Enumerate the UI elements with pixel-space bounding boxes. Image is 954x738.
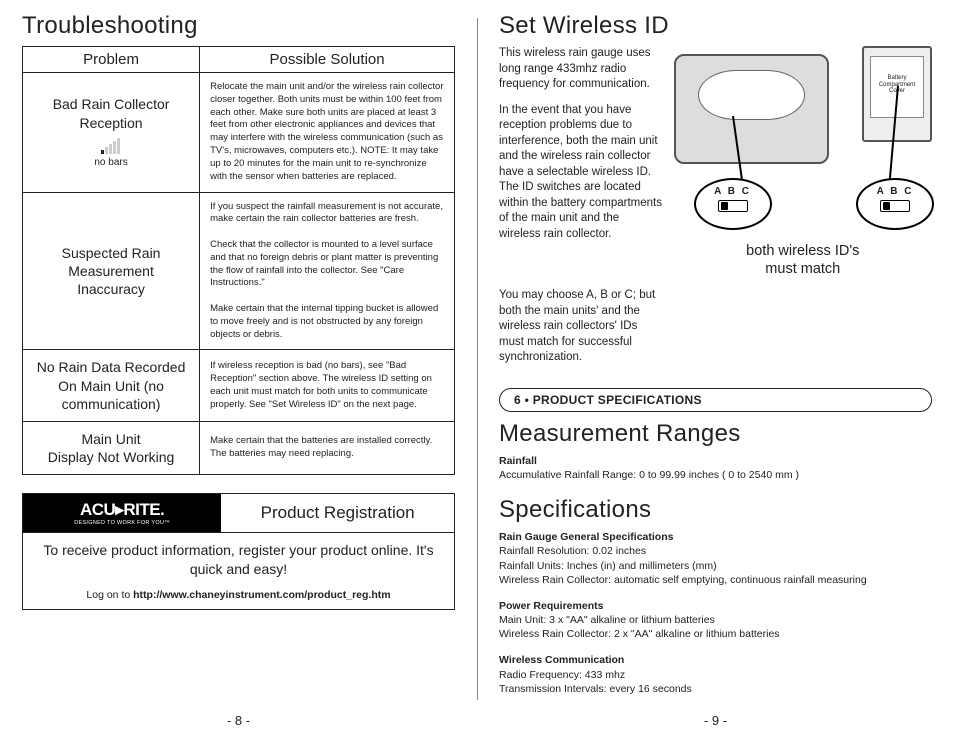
para3: You may choose A, B or C; but both the m… (499, 288, 664, 366)
troubleshooting-table: Problem Possible Solution Bad Rain Colle… (22, 46, 455, 475)
spec-block: Rain Gauge General Specifications Rainfa… (499, 530, 932, 587)
spec-title: Power Requirements (499, 600, 603, 612)
ranges-text: Accumulative Rainfall Range: 0 to 99.99 … (499, 469, 799, 481)
problem-cell: Bad Rain Collector Reception no bars (23, 73, 200, 193)
wireless-id-section: This wireless rain gauge uses long range… (499, 46, 932, 278)
specs-body: Rain Gauge General Specifications Rainfa… (499, 530, 932, 696)
para1: This wireless rain gauge uses long range… (499, 46, 664, 93)
acurite-logo: ACU▸RITE. DESIGNED TO WORK FOR YOU™ (23, 494, 221, 532)
url-text: http://www.chaneyinstrument.com/product_… (133, 589, 390, 601)
table-row: Suspected Rain Measurement Inaccuracy If… (23, 192, 455, 350)
page-number-right: - 9 - (477, 713, 954, 728)
registration-body: To receive product information, register… (23, 533, 454, 589)
switch-icon (718, 200, 748, 212)
abc-callout-main: A B C (694, 178, 772, 230)
ranges-label: Rainfall (499, 455, 537, 467)
device-diagram: Battery Compartment Cover A B C A B C bo… (674, 46, 932, 278)
match-note: both wireless ID's must match (674, 242, 932, 278)
signal-icon (101, 136, 121, 154)
page-left: Troubleshooting Problem Possible Solutio… (0, 0, 477, 738)
page-right: Set Wireless ID This wireless rain gauge… (477, 0, 954, 738)
col-solution: Possible Solution (200, 47, 455, 73)
para2: In the event that you have reception pro… (499, 103, 664, 243)
abc-label: A B C (858, 186, 932, 197)
abc-label: A B C (696, 186, 770, 197)
troubleshooting-heading: Troubleshooting (22, 12, 455, 40)
main-unit-icon (674, 54, 829, 164)
solution-cell: If wireless reception is bad (no bars), … (200, 350, 455, 422)
problem-text: Bad Rain Collector Reception (53, 96, 170, 130)
solution-cell: Make certain that the batteries are inst… (200, 422, 455, 475)
table-row: Main Unit Display Not Working Make certa… (23, 422, 455, 475)
wireless-id-heading: Set Wireless ID (499, 12, 932, 40)
wireless-text-col: This wireless rain gauge uses long range… (499, 46, 664, 278)
switch-icon (880, 200, 910, 212)
registration-url: Log on to http://www.chaneyinstrument.co… (23, 589, 454, 609)
problem-cell: No Rain Data Recorded On Main Unit (no c… (23, 350, 200, 422)
ranges-heading: Measurement Ranges (499, 420, 932, 448)
problem-cell: Main Unit Display Not Working (23, 422, 200, 475)
abc-callout-collector: A B C (856, 178, 934, 230)
problem-cell: Suspected Rain Measurement Inaccuracy (23, 192, 200, 350)
spec-title: Rain Gauge General Specifications (499, 531, 673, 543)
registration-header: ACU▸RITE. DESIGNED TO WORK FOR YOU™ Prod… (23, 494, 454, 533)
spec-lines: Rainfall Resolution: 0.02 inches Rainfal… (499, 545, 867, 585)
url-prefix: Log on to (86, 589, 133, 601)
spec-title: Wireless Communication (499, 654, 624, 666)
spec-block: Power Requirements Main Unit: 3 x "AA" a… (499, 599, 932, 642)
ranges-body: Rainfall Accumulative Rainfall Range: 0 … (499, 454, 932, 482)
brand-tagline: DESIGNED TO WORK FOR YOU™ (74, 520, 170, 526)
registration-title: Product Registration (221, 494, 454, 532)
table-row: Bad Rain Collector Reception no bars Rel… (23, 73, 455, 193)
col-problem: Problem (23, 47, 200, 73)
solution-cell: Relocate the main unit and/or the wirele… (200, 73, 455, 193)
spec-lines: Radio Frequency: 433 mhz Transmission In… (499, 669, 692, 695)
specs-heading: Specifications (499, 496, 932, 524)
brand-text: ACU▸RITE. (80, 500, 164, 520)
solution-cell: If you suspect the rainfall measurement … (200, 192, 455, 350)
page-number-left: - 8 - (0, 713, 477, 728)
spec-lines: Main Unit: 3 x "AA" alkaline or lithium … (499, 614, 780, 640)
spec-block: Wireless Communication Radio Frequency: … (499, 653, 932, 696)
nobars-label: no bars (33, 156, 189, 169)
spec-section-header: 6 • PRODUCT SPECIFICATIONS (499, 388, 932, 412)
registration-box: ACU▸RITE. DESIGNED TO WORK FOR YOU™ Prod… (22, 493, 455, 610)
table-row: No Rain Data Recorded On Main Unit (no c… (23, 350, 455, 422)
